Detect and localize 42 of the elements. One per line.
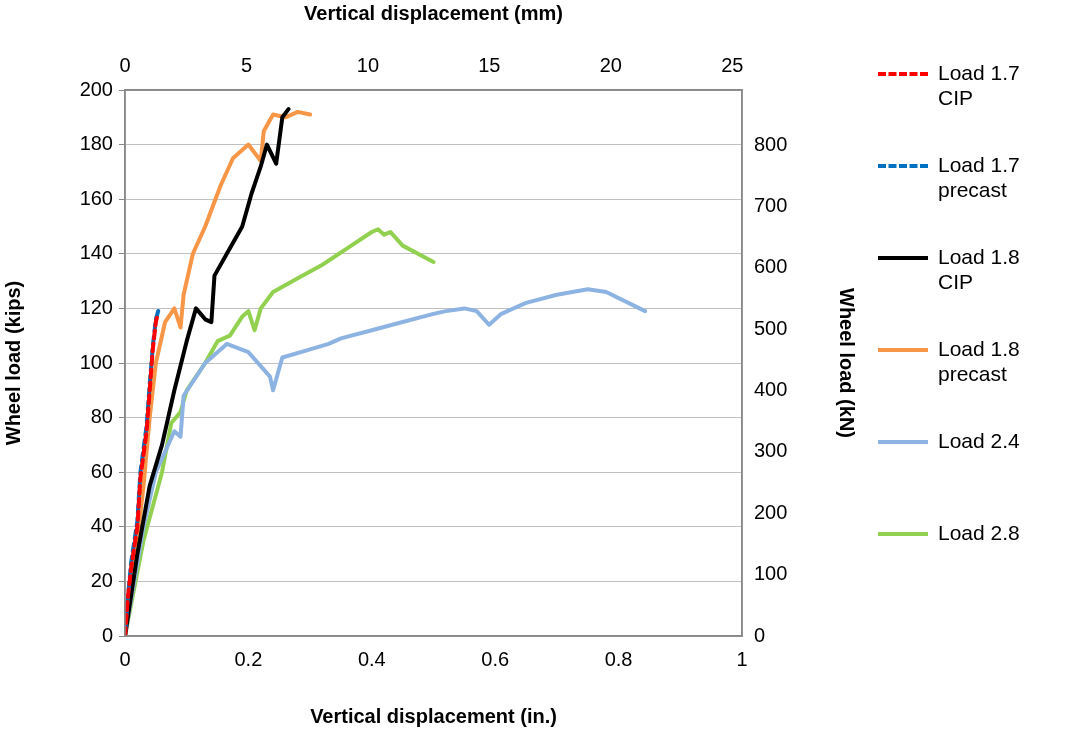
y2-tick-label: 500 — [754, 316, 788, 339]
y-tick-label: 20 — [90, 568, 113, 591]
x2-axis-title: Vertical displacement (mm) — [304, 1, 563, 24]
x2-tick-label: 0 — [119, 53, 131, 76]
legend-label: Load 2.4 — [938, 428, 1021, 453]
y2-axis-title: Wheel load (kN) — [836, 287, 859, 439]
y-tick-label: 40 — [90, 514, 113, 537]
legend-label: Load 2.8 — [938, 520, 1021, 545]
legend-label: Load 1.8 precast — [938, 336, 1021, 386]
x2-tick-label: 15 — [478, 53, 501, 76]
y-tick-label: 0 — [101, 623, 113, 646]
y-axis-title: Wheel load (kips) — [1, 280, 24, 446]
y-tick-label: 120 — [79, 295, 113, 318]
x-tick-label: 0.6 — [481, 647, 510, 670]
x2-tick-label: 10 — [356, 53, 380, 76]
x-axis-title: Vertical displacement (in.) — [310, 704, 557, 727]
y2-tick-label: 300 — [754, 439, 788, 462]
y2-tick-label: 700 — [754, 193, 788, 216]
x-tick-label: 0.2 — [234, 647, 263, 670]
x-tick-label: 0.8 — [604, 647, 633, 670]
y2-tick-label: 600 — [754, 255, 788, 278]
y2-tick-label: 400 — [754, 378, 788, 401]
legend-label: Load 1.7 CIP — [938, 60, 1021, 110]
y-tick-label: 80 — [90, 405, 113, 428]
x-tick-label: 0.4 — [357, 647, 386, 670]
x2-tick-label: 25 — [721, 53, 744, 76]
legend-label: Load 1.8 CIP — [938, 244, 1021, 294]
y2-tick-label: 100 — [754, 562, 788, 585]
y-tick-label: 160 — [79, 186, 113, 209]
y-tick-label: 100 — [79, 350, 113, 373]
x-tick-label: 1 — [736, 647, 748, 670]
y-tick-label: 200 — [79, 77, 113, 100]
y-tick-label: 180 — [79, 132, 113, 155]
y2-tick-label: 0 — [754, 623, 766, 646]
legend-label: Load 1.7 precast — [938, 152, 1021, 202]
x-tick-label: 0 — [119, 647, 131, 670]
y2-tick-label: 800 — [754, 132, 788, 155]
y-tick-label: 60 — [90, 459, 113, 482]
y2-tick-label: 200 — [754, 500, 788, 523]
x2-tick-label: 20 — [599, 53, 622, 76]
x2-tick-label: 5 — [240, 53, 253, 76]
y-tick-label: 140 — [79, 241, 113, 264]
